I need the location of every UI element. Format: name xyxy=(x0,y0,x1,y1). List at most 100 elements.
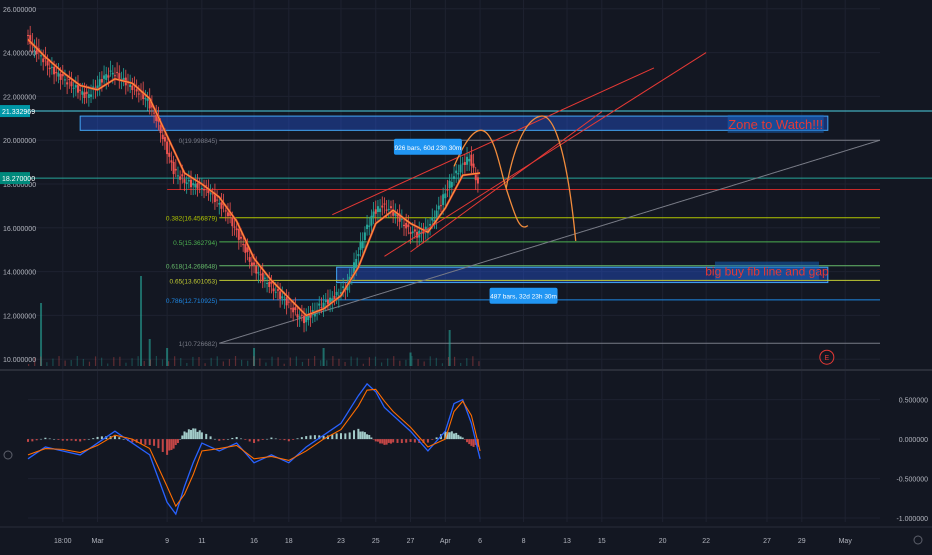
fib-level-label: 0.5(15.362794) xyxy=(173,240,217,247)
macd-histogram-bar xyxy=(70,439,73,441)
measure-label[interactable]: 926 bars, 60d 23h 30m xyxy=(394,145,461,152)
candle-body xyxy=(170,160,173,163)
candle-body xyxy=(205,185,208,187)
current-price-label: 18.270000 xyxy=(2,176,35,183)
channel-upper-line[interactable] xyxy=(332,67,655,216)
candle-body xyxy=(342,286,345,289)
candle-body xyxy=(194,183,197,188)
candle-body xyxy=(363,232,366,241)
candle-body xyxy=(455,170,458,174)
projection-path-long[interactable] xyxy=(505,115,577,242)
time-tick-label: 27 xyxy=(407,538,415,545)
earnings-icon[interactable] xyxy=(819,349,835,365)
macd-histogram-bar xyxy=(376,439,379,442)
candle-body xyxy=(326,299,329,305)
candle-body xyxy=(237,228,240,240)
measure-label[interactable]: 487 bars, 32d 23h 30m xyxy=(490,294,557,301)
candle-body xyxy=(61,73,64,77)
candle-body xyxy=(166,141,169,155)
volume-bar xyxy=(125,362,127,366)
volume-bar xyxy=(167,361,170,366)
candle-body xyxy=(216,199,219,201)
candle-body xyxy=(289,308,292,310)
candle-body xyxy=(183,179,186,183)
macd-axis[interactable]: 0.500000 0.000000 -0.500000 -1.000000 xyxy=(896,398,928,523)
projection-path-short[interactable] xyxy=(453,129,529,228)
macd-histogram-bar xyxy=(444,431,447,440)
zone-to-watch-label[interactable]: Zone to Watch!!! xyxy=(728,117,823,132)
gap-zone-rect[interactable] xyxy=(336,266,829,284)
candle-body xyxy=(409,232,412,235)
volume-bar xyxy=(241,359,243,366)
time-tick-label: 8 xyxy=(522,538,526,545)
macd-tick-label: -1.000000 xyxy=(896,516,928,523)
price-tick-label: 16.000000 xyxy=(3,226,36,233)
candle-body xyxy=(244,244,247,253)
zone-to-watch-rect[interactable] xyxy=(79,115,829,131)
volume-bar xyxy=(338,358,340,366)
candle-body xyxy=(90,94,93,97)
candle-body xyxy=(53,66,56,75)
macd-histogram-bar xyxy=(170,439,173,450)
candle-body xyxy=(213,192,216,203)
macd-histogram-bar xyxy=(274,438,277,440)
big-buy-label[interactable]: big buy fib line and gap xyxy=(705,265,829,279)
candle-body xyxy=(190,179,193,188)
time-axis[interactable]: 18:00 Mar 9 11 16 18 23 25 27 Apr 6 8 13 15 20 22 27 29 Ma… xyxy=(0,450,932,545)
time-tick-label: 16 xyxy=(250,538,258,545)
macd-histogram-bar xyxy=(74,439,77,442)
volume-bar xyxy=(113,357,115,366)
candle-body xyxy=(66,82,69,85)
time-tick-label: 6 xyxy=(478,538,482,545)
annotations[interactable]: Zone to Watch!!! big buy fib line and gap… xyxy=(393,114,835,365)
volume-bar xyxy=(234,356,237,366)
macd-histogram-bar xyxy=(313,435,316,440)
price-tick-label: 26.000000 xyxy=(3,7,36,14)
macd-histogram-bar xyxy=(383,439,386,445)
drawings[interactable] xyxy=(332,52,707,257)
volume-bar xyxy=(131,358,133,366)
current-price-tag[interactable] xyxy=(0,105,30,118)
macd-histogram-bar xyxy=(209,436,212,440)
signal-line xyxy=(27,388,481,508)
price-tick-label: 10.000000 xyxy=(3,357,36,364)
candle-body xyxy=(413,229,416,232)
candle-body xyxy=(253,262,256,265)
volume-bar xyxy=(289,357,291,366)
moving-average xyxy=(27,38,481,317)
candle-body xyxy=(453,176,455,179)
settings-icon[interactable] xyxy=(913,535,923,545)
candle-body xyxy=(303,315,306,324)
measure-label-bg xyxy=(489,287,558,304)
current-price-tag[interactable] xyxy=(0,172,30,185)
fib-level-label: 0.618(14.268648) xyxy=(166,264,217,271)
price-tick-label: 22.000000 xyxy=(3,94,36,101)
candle-body xyxy=(46,60,49,66)
candle-body xyxy=(211,193,214,195)
candle-body xyxy=(29,35,32,44)
price-axis[interactable]: 26.000000 24.000000 22.000000 20.000000 18.0… xyxy=(0,7,36,364)
candle-body xyxy=(196,183,199,189)
fib-trend-line[interactable] xyxy=(219,139,881,344)
candle-body xyxy=(398,213,401,222)
macd-histogram-bar xyxy=(359,431,362,440)
macd-histogram-bar xyxy=(261,439,264,440)
volume-bar xyxy=(210,357,212,366)
macd-histogram-bar xyxy=(48,438,51,440)
fib-retracement[interactable]: 0(19.998845) 0.382(16.456879) 0.5(15.36279… xyxy=(166,138,881,348)
fib-level-label: 1(10.726682) xyxy=(179,341,218,348)
channel-mid-line[interactable] xyxy=(410,111,603,253)
candle-body xyxy=(98,79,101,87)
volume-bar xyxy=(174,356,176,366)
macd-pane xyxy=(27,382,481,516)
candle-body xyxy=(463,162,466,166)
volume-bar xyxy=(149,359,151,366)
candle-body xyxy=(159,124,162,134)
macd-histogram-bar xyxy=(205,433,208,440)
channel-lower-line[interactable] xyxy=(384,52,707,257)
macd-histogram-bar xyxy=(185,432,188,440)
gear-icon[interactable] xyxy=(3,450,13,460)
macd-histogram-bar xyxy=(40,438,43,440)
